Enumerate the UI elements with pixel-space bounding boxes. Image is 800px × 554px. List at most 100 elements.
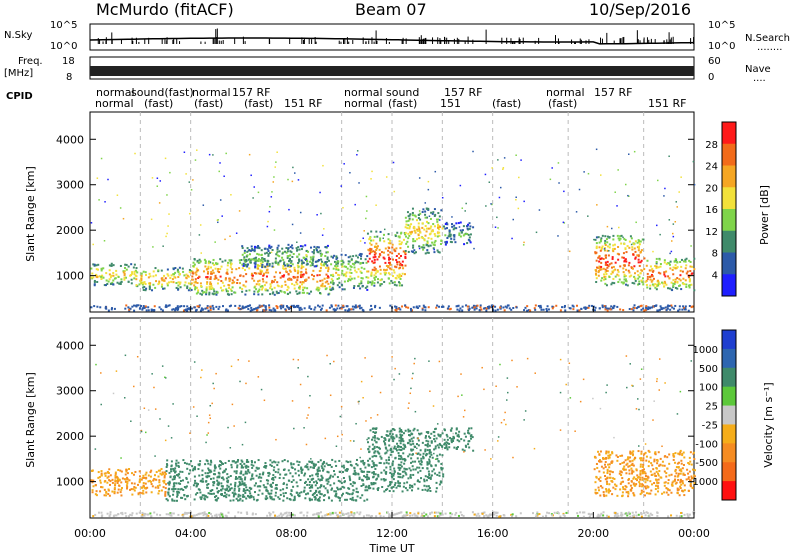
power-cell — [323, 277, 326, 280]
power-cell — [301, 273, 304, 276]
velocity-cell — [653, 472, 656, 475]
power-cell — [268, 244, 271, 247]
velocity-cell — [249, 492, 252, 495]
velocity-cell — [672, 453, 675, 456]
power-cell — [141, 308, 144, 311]
power-cell — [105, 279, 108, 282]
power-cell — [654, 265, 657, 268]
noise-search-label: N.Search — [745, 33, 790, 44]
velocity-cell — [386, 434, 389, 437]
power-cell — [109, 276, 112, 279]
power-cell — [598, 246, 601, 249]
power-cell — [371, 280, 374, 283]
power-cell — [398, 281, 401, 284]
power-cell — [323, 262, 326, 265]
power-cell — [305, 255, 308, 258]
power-cell — [436, 218, 439, 221]
velocity-cell — [440, 466, 443, 469]
power-cell — [137, 304, 140, 307]
power-cell — [689, 260, 692, 263]
velocity-cell — [598, 470, 601, 473]
power-cell — [212, 307, 215, 310]
power-cell — [665, 270, 668, 273]
velocity-cell — [129, 488, 132, 491]
power-cell — [248, 153, 251, 156]
power-cell — [426, 227, 429, 230]
power-cell — [679, 274, 682, 277]
power-cell — [612, 277, 615, 280]
velocity-cell — [267, 474, 270, 477]
velocity-cell — [682, 473, 685, 476]
velocity-cell — [154, 486, 157, 489]
power-cell — [608, 263, 611, 266]
velocity-cell — [673, 455, 676, 458]
power-cell — [433, 244, 436, 247]
power-cell — [242, 264, 245, 267]
power-cell — [269, 247, 272, 250]
velocity-cell — [365, 485, 368, 488]
velocity-cell — [359, 467, 362, 470]
power-cell — [190, 307, 193, 310]
power-cell — [131, 271, 134, 274]
velocity-cell — [284, 492, 287, 495]
velocity-cell — [142, 474, 145, 477]
velocity-cell — [243, 462, 246, 465]
velocity-cell — [241, 499, 244, 502]
power-cell — [262, 280, 265, 283]
velocity-cell — [278, 476, 281, 479]
velocity-cell — [286, 497, 289, 500]
power-cell — [255, 256, 258, 259]
power-cell — [465, 304, 468, 307]
power-cell — [202, 270, 205, 273]
velocity-cell — [398, 454, 401, 457]
velocity-cell — [679, 451, 682, 454]
velocity-cell — [175, 499, 178, 502]
power-cell — [141, 282, 144, 285]
velocity-cell — [461, 448, 464, 451]
velocity-cell — [279, 473, 282, 476]
power-cell — [156, 177, 159, 179]
velocity-cell — [376, 437, 379, 440]
power-cell — [672, 284, 675, 287]
power-cell — [645, 283, 648, 286]
velocity-cell — [642, 463, 645, 466]
power-cell — [244, 263, 247, 266]
velocity-cell — [470, 434, 473, 437]
power-cell — [389, 267, 392, 270]
velocity-cell — [240, 459, 243, 462]
velocity-cell — [630, 487, 633, 490]
velocity-cell — [224, 488, 227, 491]
velocity-cell — [325, 478, 328, 481]
velocity-cell — [368, 484, 371, 487]
power-cell — [397, 235, 400, 238]
power-cell — [230, 262, 233, 265]
power-cell — [354, 304, 357, 307]
power-cell — [243, 259, 246, 262]
velocity-cell — [674, 468, 677, 471]
power-cell — [277, 263, 280, 266]
power-cell — [645, 264, 648, 267]
power-colorbar-swatch — [722, 165, 736, 188]
velocity-cell — [679, 472, 682, 475]
power-cell — [385, 271, 388, 274]
power-cell — [663, 285, 666, 288]
power-cell — [239, 274, 242, 277]
velocity-cell — [435, 490, 438, 493]
power-cell — [662, 307, 665, 310]
power-cell — [366, 210, 368, 212]
velocity-cell — [418, 433, 421, 436]
power-cell — [230, 289, 233, 292]
power-cell — [440, 209, 443, 212]
power-cell — [338, 277, 341, 280]
power-cell — [368, 257, 371, 260]
power-cell — [208, 291, 211, 294]
power-cell — [427, 207, 430, 210]
velocity-cell — [226, 473, 229, 476]
velocity-cell — [213, 469, 216, 472]
velocity-cell — [125, 469, 128, 472]
power-cell — [211, 262, 214, 265]
power-cell — [198, 234, 201, 236]
power-cell — [418, 227, 421, 230]
velocity-cell — [467, 431, 470, 434]
velocity-cell — [389, 453, 392, 456]
